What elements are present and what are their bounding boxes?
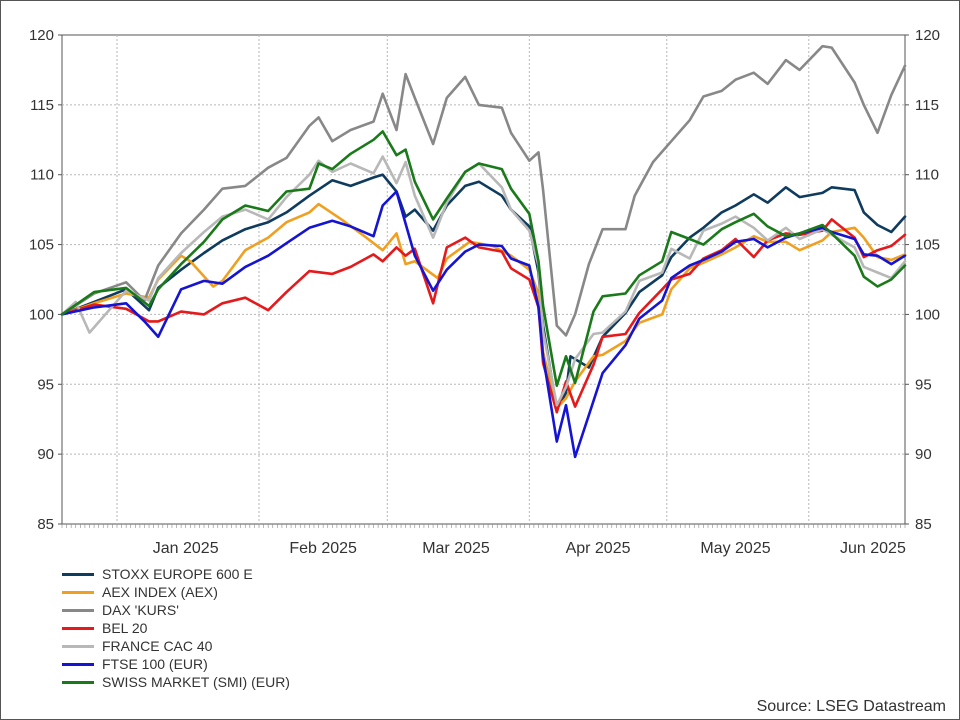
legend-item: FTSE 100 (EUR): [62, 655, 290, 673]
legend-swatch: [62, 590, 94, 594]
axes: 85 85 90 90 95 95 100 100 105 105 110 110 115 115 120 1…: [29, 27, 940, 557]
legend-label: BEL 20: [102, 620, 148, 636]
legend-item: BEL 20: [62, 619, 290, 637]
y-tick-label-left: 115: [30, 97, 54, 114]
legend-item: SWISS MARKET (SMI) (EUR): [62, 673, 290, 691]
y-tick-label-left: 90: [37, 446, 54, 463]
y-tick-label-right: 110: [915, 167, 939, 184]
legend-item: DAX 'KURS': [62, 601, 290, 619]
y-tick-label-left: 95: [37, 376, 54, 393]
series-line-5: [60, 190, 907, 459]
legend-label: SWISS MARKET (SMI) (EUR): [102, 674, 290, 690]
y-tick-label-right: 120: [915, 27, 940, 44]
legend-item: STOXX EUROPE 600 E: [62, 565, 290, 583]
x-tick-label: May 2025: [700, 540, 770, 557]
legend-swatch: [62, 626, 94, 630]
y-tick-label-right: 105: [915, 237, 940, 254]
legend-item: FRANCE CAC 40: [62, 637, 290, 655]
y-tick-label-left: 105: [29, 237, 54, 254]
x-tick-label: Mar 2025: [422, 540, 490, 557]
series-line-2: [60, 44, 907, 337]
legend-swatch: [62, 644, 94, 648]
x-tick-label: Apr 2025: [566, 540, 631, 557]
legend-swatch: [62, 572, 94, 576]
y-tick-label-left: 110: [30, 167, 54, 184]
legend-label: STOXX EUROPE 600 E: [102, 566, 253, 582]
series-line-6: [60, 130, 907, 387]
y-tick-label-left: 100: [29, 306, 54, 323]
y-tick-label-left: 85: [37, 516, 54, 533]
legend-swatch: [62, 680, 94, 684]
legend-label: FTSE 100 (EUR): [102, 656, 208, 672]
y-tick-label-left: 120: [29, 27, 54, 44]
series-line-4: [60, 155, 907, 407]
legend-label: FRANCE CAC 40: [102, 638, 213, 654]
y-tick-label-right: 95: [915, 376, 932, 393]
legend-swatch: [62, 608, 94, 612]
legend-swatch: [62, 662, 94, 666]
plot-area: [61, 34, 906, 525]
series-lines: [60, 44, 907, 459]
legend-item: AEX INDEX (AEX): [62, 583, 290, 601]
x-tick-label: Feb 2025: [289, 540, 357, 557]
x-tick-label: Jan 2025: [153, 540, 219, 557]
legend: STOXX EUROPE 600 E AEX INDEX (AEX) DAX 'KU…: [62, 565, 290, 691]
x-tick-label: Jun 2025: [840, 540, 906, 557]
y-tick-label-right: 90: [915, 446, 932, 463]
series-line-3: [60, 218, 907, 414]
y-tick-label-right: 100: [915, 306, 940, 323]
legend-label: AEX INDEX (AEX): [102, 584, 218, 600]
source-note: Source: LSEG Datastream: [756, 698, 946, 715]
y-tick-label-right: 115: [915, 97, 939, 114]
y-tick-label-right: 85: [915, 516, 932, 533]
legend-label: DAX 'KURS': [102, 602, 179, 618]
